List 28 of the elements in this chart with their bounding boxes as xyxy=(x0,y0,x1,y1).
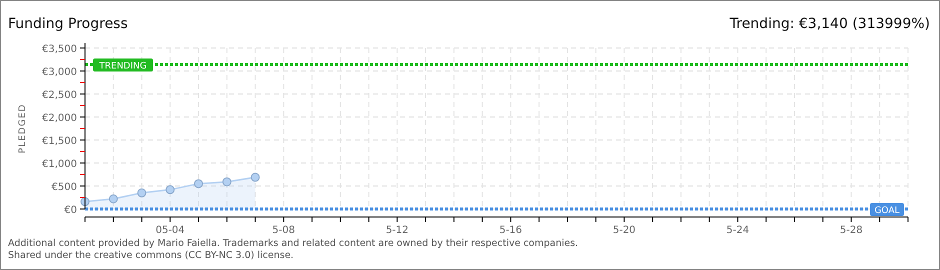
x-tick-label: 5-20 xyxy=(612,225,636,236)
x-tick-label: 5-12 xyxy=(386,225,409,236)
point xyxy=(194,179,204,188)
x-tick-label: 5-08 xyxy=(272,225,296,236)
y-tick-label: €3,500 xyxy=(42,44,77,55)
text: Additional content provided by Mario Faiella. Trademarks and related content are owned by their respective companies. xyxy=(8,238,578,249)
y-tick-label: €2,500 xyxy=(42,90,77,101)
y-tick-label: €1,500 xyxy=(42,136,77,147)
y-tick-label: €2,000 xyxy=(42,113,77,124)
x-tick-label: 5-16 xyxy=(499,225,522,236)
ref-line-label: TRENDING xyxy=(98,62,147,72)
chart-subtitle: Trending: €3,140 (313999%) xyxy=(728,16,930,32)
x-tick-label: 5-24 xyxy=(726,225,750,236)
text: Shared under the creative commons (CC BY-NC 3.0) license. xyxy=(8,250,294,261)
y-axis-title: PLEDGED xyxy=(18,104,28,154)
y-tick-label: €500 xyxy=(52,182,77,193)
ref-line-label: GOAL xyxy=(874,206,900,216)
point xyxy=(222,177,232,186)
y-tick-label: €3,000 xyxy=(42,67,77,78)
x-tick-label: 05-04 xyxy=(156,225,185,236)
y-tick-label: €1,000 xyxy=(42,159,77,170)
point xyxy=(137,188,146,198)
point xyxy=(108,194,118,204)
point xyxy=(166,185,175,194)
y-tick-label: €0 xyxy=(64,205,77,216)
x-tick-label: 5-28 xyxy=(840,225,863,236)
point xyxy=(250,172,260,182)
chart-title: Funding Progress xyxy=(8,16,128,32)
